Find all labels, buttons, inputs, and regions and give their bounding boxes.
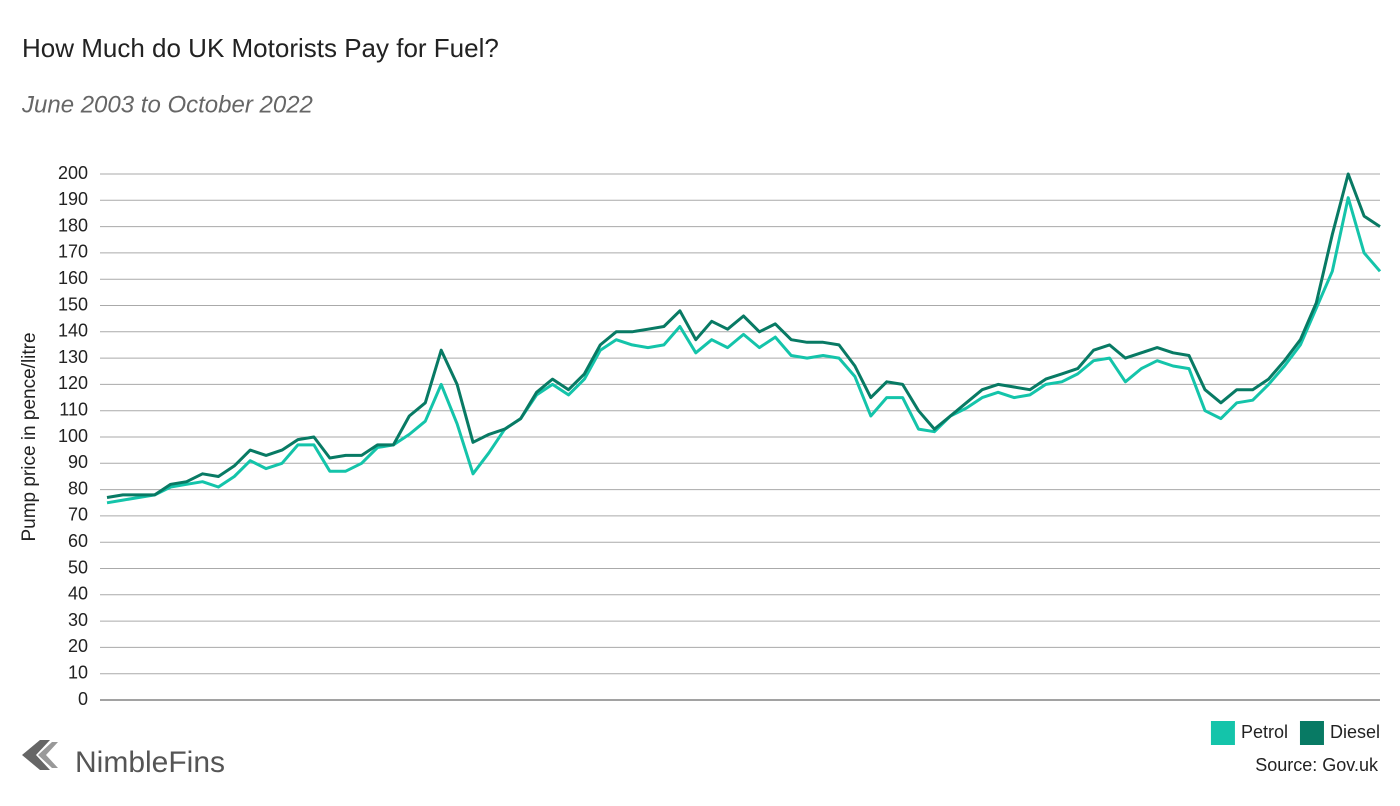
y-tick-label: 100 (58, 426, 88, 446)
y-tick-label: 200 (58, 163, 88, 183)
y-tick-label: 150 (58, 294, 88, 314)
y-tick-label: 30 (68, 610, 88, 630)
y-tick-label: 0 (78, 689, 88, 709)
legend-label: Diesel (1330, 722, 1380, 742)
brand-icon-accent (38, 742, 58, 768)
source: Source: Gov.uk (1255, 755, 1379, 775)
y-tick-label: 190 (58, 189, 88, 209)
y-tick-label: 10 (68, 662, 88, 682)
y-tick-label: 120 (58, 373, 88, 393)
y-tick-label: 160 (58, 268, 88, 288)
y-tick-label: 180 (58, 215, 88, 235)
y-tick-label: 140 (58, 321, 88, 341)
y-tick-label: 90 (68, 452, 88, 472)
y-tick-label: 20 (68, 636, 88, 656)
legend-swatch (1210, 721, 1235, 745)
y-tick-label: 60 (68, 531, 88, 551)
y-axis-label: Pump price in pence/litre (19, 332, 40, 541)
y-tick-label: 40 (68, 584, 88, 604)
legend-label: Petrol (1241, 722, 1288, 742)
legend-swatch (1299, 721, 1324, 745)
legend: Diesel Petrol (1210, 721, 1380, 745)
y-tick-label: 80 (68, 478, 88, 498)
y-tick-label: 170 (58, 242, 88, 262)
brand-icon (22, 740, 50, 770)
chart-title: How Much do UK Motorists Pay for Fuel? (22, 33, 499, 63)
y-tick-label: 70 (68, 505, 88, 525)
series-line (106, 196, 1382, 505)
brand: NimbleFins (75, 746, 225, 779)
y-tick-label: 110 (59, 399, 88, 419)
lines (106, 172, 1382, 505)
y-tick-label: 130 (58, 347, 88, 367)
grid: 0 10 20 30 40 50 60 70 80 90 100 110 120 130 140 150 160… (58, 163, 1380, 709)
chart-subtitle: June 2003 to October 2022 (21, 91, 313, 118)
series-line (106, 172, 1381, 499)
y-tick-label: 50 (68, 557, 88, 577)
